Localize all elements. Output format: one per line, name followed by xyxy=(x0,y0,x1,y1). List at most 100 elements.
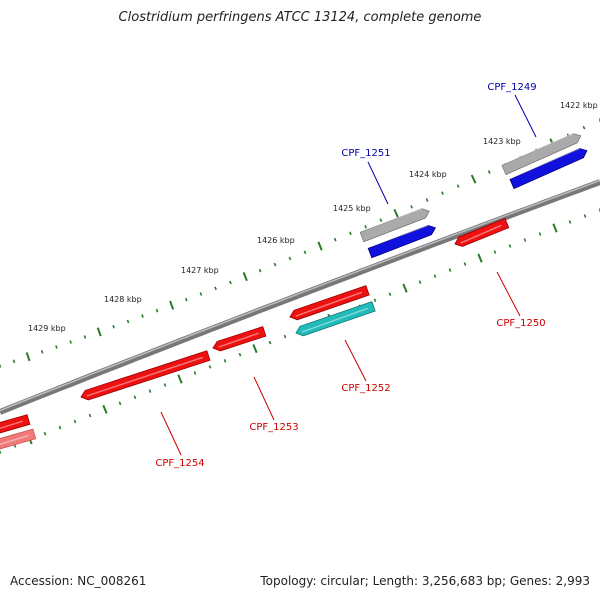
minor-tick xyxy=(0,450,2,454)
major-tick xyxy=(552,223,558,233)
minor-tick xyxy=(441,191,444,195)
scale-label: 1424 kbp xyxy=(409,170,447,179)
scale-label: 1428 kbp xyxy=(104,295,142,304)
gene-label-text: CPF_1253 xyxy=(249,422,298,433)
minor-tick xyxy=(433,274,437,278)
gene-label-text: CPF_1250 xyxy=(496,318,545,329)
minor-tick xyxy=(273,262,277,267)
major-tick xyxy=(393,209,399,219)
minor-tick xyxy=(583,214,587,218)
gene-arrow-cpf-1251-grey[interactable] xyxy=(359,208,430,243)
major-tick xyxy=(177,374,183,384)
minor-tick xyxy=(55,345,58,349)
scale-label: 1427 kbp xyxy=(181,266,219,275)
minor-tick xyxy=(184,297,188,302)
minor-tick xyxy=(379,218,383,222)
minor-tick xyxy=(283,334,287,339)
scale-label: 1426 kbp xyxy=(257,236,295,245)
gene-label-cpf-1251[interactable]: CPF_1251 xyxy=(341,148,391,205)
minor-tick xyxy=(508,244,512,248)
gene-arrow-edge-red[interactable] xyxy=(0,414,31,434)
gene-label-cpf-1252[interactable]: CPF_1252 xyxy=(341,339,391,394)
leader-line xyxy=(496,271,521,317)
genome-backbone-highlight xyxy=(0,179,600,412)
gene-arrow-cpf-1252-teal[interactable] xyxy=(295,301,376,337)
gene-label-cpf-1254[interactable]: CPF_1254 xyxy=(155,411,205,469)
gene-arrow-cpf-1251-blue[interactable] xyxy=(367,224,436,259)
minor-tick xyxy=(493,250,497,254)
gene-arrow-cpf-1253[interactable] xyxy=(212,326,267,352)
minor-tick xyxy=(229,280,232,285)
major-tick xyxy=(169,300,175,310)
major-tick xyxy=(470,174,477,184)
minor-tick xyxy=(141,314,144,318)
leader-line xyxy=(344,339,367,382)
gene-label-cpf-1250[interactable]: CPF_1250 xyxy=(496,271,546,329)
minor-tick xyxy=(388,292,392,297)
scale-label: 1429 kbp xyxy=(28,324,66,333)
minor-tick xyxy=(199,292,203,296)
minor-tick xyxy=(155,308,159,313)
major-tick xyxy=(102,404,108,414)
minor-tick xyxy=(208,365,212,369)
minor-tick xyxy=(288,256,292,261)
gene-arrow-cpf-1254[interactable] xyxy=(80,350,211,401)
major-tick xyxy=(242,272,248,282)
gene-arrow-cpf-1249-grey[interactable] xyxy=(501,133,582,176)
major-tick xyxy=(317,241,323,251)
gene-label-text: CPF_1249 xyxy=(487,82,536,93)
minor-tick xyxy=(238,352,242,357)
minor-tick xyxy=(193,371,197,375)
genome-backbone xyxy=(0,179,600,415)
map-title: Clostridium perfringens ATCC 13124, comp… xyxy=(118,10,482,25)
minor-tick xyxy=(538,232,542,236)
minor-tick xyxy=(223,359,227,363)
minor-tick xyxy=(456,184,460,188)
gene-label-text: CPF_1251 xyxy=(341,148,390,159)
topology-summary: Topology: circular; Length: 3,256,683 bp… xyxy=(260,574,590,588)
minor-tick xyxy=(0,364,2,368)
scale-label: 1423 kbp xyxy=(483,137,521,146)
minor-tick xyxy=(410,205,413,209)
minor-tick xyxy=(69,340,72,344)
minor-tick xyxy=(112,324,115,329)
major-tick xyxy=(25,352,31,362)
gene-label-cpf-1249[interactable]: CPF_1249 xyxy=(487,82,537,138)
minor-tick xyxy=(333,237,337,242)
minor-tick xyxy=(463,262,467,266)
gene-label-text: CPF_1252 xyxy=(341,383,390,394)
minor-tick xyxy=(582,125,586,130)
minor-tick xyxy=(364,224,368,229)
gene-label-text: CPF_1254 xyxy=(155,458,204,469)
minor-tick xyxy=(258,268,262,273)
minor-tick xyxy=(163,383,167,387)
scale-label: 1425 kbp xyxy=(333,204,371,213)
major-tick xyxy=(477,253,483,263)
gene-arrow-cpf-1252-red[interactable] xyxy=(289,285,370,321)
minor-tick xyxy=(349,231,352,236)
gene-arrow-cpf-1249-blue[interactable] xyxy=(509,147,588,190)
gene-arrow-cpf-1250[interactable] xyxy=(454,217,510,247)
leader-line xyxy=(253,376,275,421)
minor-tick xyxy=(118,401,122,406)
minor-tick xyxy=(523,238,527,242)
minor-tick xyxy=(303,250,307,255)
minor-tick xyxy=(487,170,491,174)
accession-text: Accession: NC_008261 xyxy=(10,574,147,588)
minor-tick xyxy=(73,419,77,424)
minor-tick xyxy=(148,389,152,393)
minor-tick xyxy=(43,431,47,436)
minor-tick xyxy=(568,220,572,224)
gene-arrow-edge-red-light[interactable] xyxy=(0,428,37,450)
minor-tick xyxy=(40,350,44,354)
minor-tick xyxy=(214,286,217,291)
minor-tick xyxy=(133,395,137,399)
minor-tick xyxy=(88,413,92,418)
minor-tick xyxy=(425,198,429,202)
scale-label: 1422 kbp xyxy=(560,101,598,110)
minor-tick xyxy=(12,359,16,364)
gene-label-cpf-1253[interactable]: CPF_1253 xyxy=(249,376,299,433)
minor-tick xyxy=(448,268,452,272)
major-tick xyxy=(252,344,258,354)
